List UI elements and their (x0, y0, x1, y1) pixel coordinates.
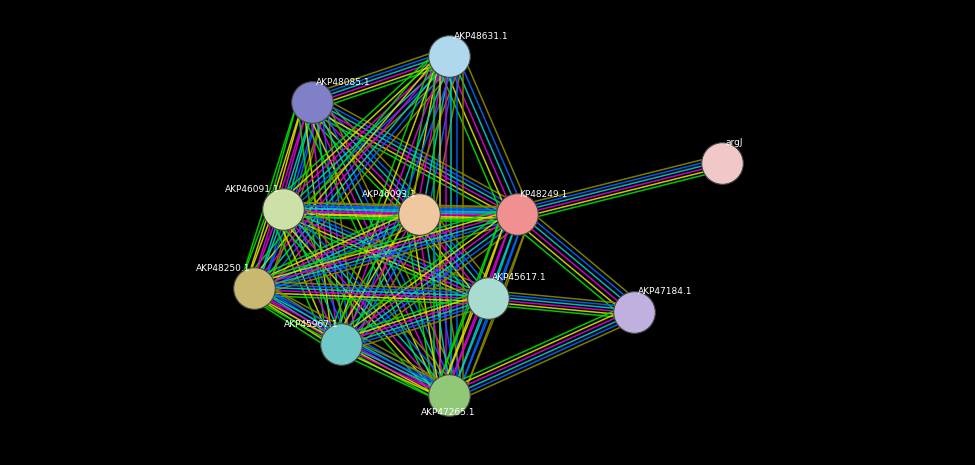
Text: AKP46093.1: AKP46093.1 (362, 190, 416, 199)
Point (411, 210, 427, 218)
Point (441, 392, 456, 399)
Text: AKP48631.1: AKP48631.1 (454, 32, 509, 40)
Point (480, 294, 495, 301)
Point (333, 340, 349, 348)
Text: KP48249.1: KP48249.1 (520, 190, 567, 199)
Text: AKP45617.1: AKP45617.1 (491, 273, 546, 282)
Point (626, 308, 642, 315)
Point (441, 52, 456, 60)
Text: AKP48250.1: AKP48250.1 (196, 264, 251, 273)
Point (275, 206, 291, 213)
Point (714, 159, 729, 166)
Point (509, 210, 525, 218)
Text: AKP47184.1: AKP47184.1 (638, 287, 692, 296)
Text: AKP46091.1: AKP46091.1 (225, 185, 280, 194)
Point (304, 99, 320, 106)
Text: argJ: argJ (725, 139, 743, 147)
Text: AKP45967.1: AKP45967.1 (284, 320, 338, 329)
Text: AKP47265.1: AKP47265.1 (421, 408, 476, 418)
Point (246, 285, 261, 292)
Text: AKP48085.1: AKP48085.1 (316, 78, 370, 87)
